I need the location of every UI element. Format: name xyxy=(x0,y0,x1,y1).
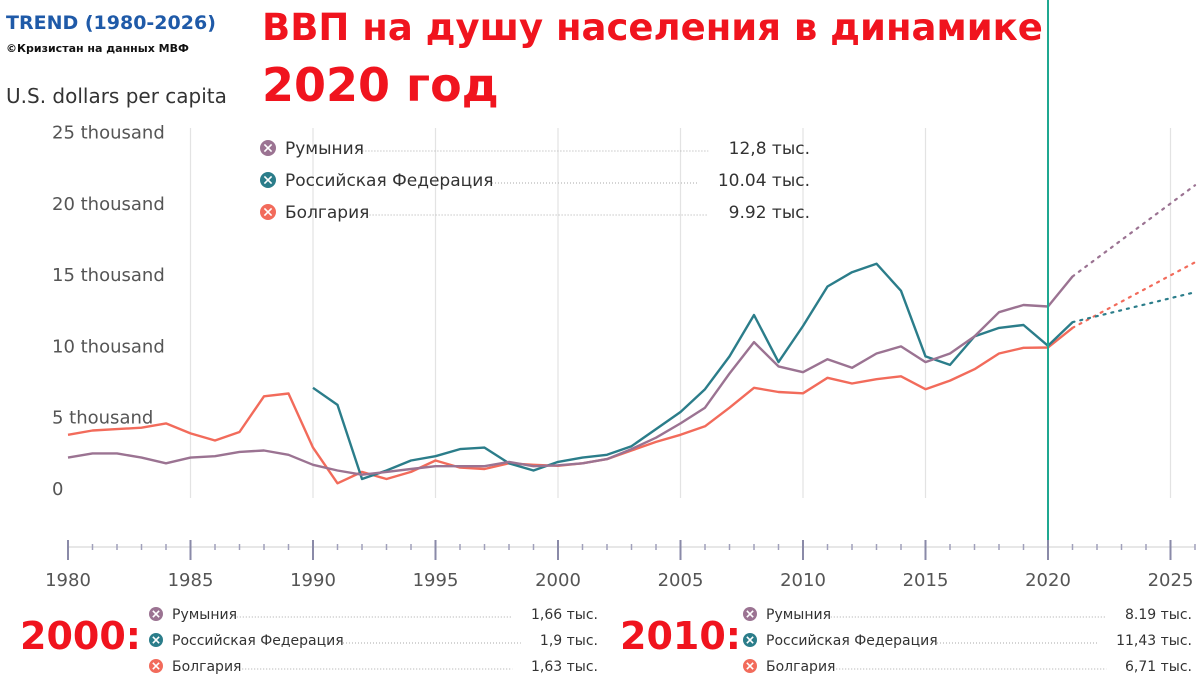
legend-2000-value: 1,63 тыс. xyxy=(531,659,598,675)
credit-line: ©Кризистан на данных МВФ xyxy=(6,42,189,55)
series-projection-russia xyxy=(1071,291,1197,324)
x-mark-icon xyxy=(152,662,160,670)
legend-2000-row-russia: Российская Федерация 1,9 тыс. xyxy=(149,633,598,649)
series-line-romania xyxy=(67,275,1074,476)
x-mark-icon xyxy=(263,143,273,153)
x-tick-label-1980: 1980 xyxy=(45,570,91,591)
y-axis: 0 5 thousand 10 thousand 15 thousand 20 thou… xyxy=(52,123,165,501)
x-tick-label-2015: 2015 xyxy=(903,570,949,591)
legend-2020-name: Болгария xyxy=(285,203,369,223)
legend-2020-value: 9.92 тыс. xyxy=(729,203,810,223)
legend-2020-value: 12,8 тыс. xyxy=(729,139,810,159)
headline-year: 2020 год xyxy=(262,58,499,112)
legend-2010-title: 2010: xyxy=(620,614,741,658)
x-mark-icon xyxy=(263,175,273,185)
legend-2010-value: 6,71 тыс. xyxy=(1125,659,1192,675)
y-tick-label-25000: 25 thousand xyxy=(52,123,165,144)
legend-2020-row-bulgaria: Болгария 9.92 тыс. xyxy=(260,203,810,223)
series-lines xyxy=(67,184,1197,485)
legend-2000-row-romania: Румыния 1,66 тыс. xyxy=(149,607,598,623)
y-tick-label-5000: 5 thousand xyxy=(52,408,153,429)
y-tick-label-15000: 15 thousand xyxy=(52,265,165,286)
legend-2010-value: 8.19 тыс. xyxy=(1125,607,1192,623)
y-unit-label: U.S. dollars per capita xyxy=(6,84,227,108)
x-tick-label-2010: 2010 xyxy=(780,570,826,591)
legend-2000-value: 1,66 тыс. xyxy=(531,607,598,623)
x-mark-icon xyxy=(746,610,754,618)
legend-2020-name: Российская Федерация xyxy=(285,171,493,191)
legend-2020-row-romania: Румыния 12,8 тыс. xyxy=(260,139,810,159)
x-mark-icon xyxy=(746,662,754,670)
x-tick-label-2025: 2025 xyxy=(1148,570,1194,591)
legend-2000-value: 1,9 тыс. xyxy=(540,633,598,649)
x-tick-label-1995: 1995 xyxy=(413,570,459,591)
x-tick-label-1985: 1985 xyxy=(168,570,214,591)
legend-2010-row-bulgaria: Болгария 6,71 тыс. xyxy=(743,659,1192,675)
legend-2020-row-russia: Российская Федерация 10.04 тыс. xyxy=(260,171,810,191)
x-tick-label-2000: 2000 xyxy=(535,570,581,591)
legend-2020-name: Румыния xyxy=(285,139,364,159)
legend-2010-row-romania: Румыния 8.19 тыс. xyxy=(743,607,1192,623)
x-axis: 1980 1985 1990 1995 2000 2005 2010 2015 2020 2025 xyxy=(45,540,1196,591)
y-tick-label-0: 0 xyxy=(52,479,63,500)
legend-2010-name: Российская Федерация xyxy=(766,633,938,649)
x-mark-icon xyxy=(263,207,273,217)
legend-2000-name: Российская Федерация xyxy=(172,633,344,649)
legend-2000-title: 2000: xyxy=(20,614,141,658)
y-tick-label-10000: 10 thousand xyxy=(52,336,165,357)
y-tick-label-20000: 20 thousand xyxy=(52,194,165,215)
legend-2000-name: Болгария xyxy=(172,659,241,675)
x-tick-label-2020: 2020 xyxy=(1025,570,1071,591)
x-mark-icon xyxy=(152,636,160,644)
legend-2020-value: 10.04 тыс. xyxy=(718,171,810,191)
headline: ВВП на душу населения в динамике xyxy=(262,6,1043,49)
series-projection-romania xyxy=(1071,184,1197,278)
trend-title: TREND (1980-2026) xyxy=(6,12,216,34)
x-tick-label-1990: 1990 xyxy=(290,570,336,591)
legend-2000-name: Румыния xyxy=(172,607,237,623)
x-tick-label-2005: 2005 xyxy=(658,570,704,591)
legends: Румыния 12,8 тыс. Российская Федерация 10.0… xyxy=(149,139,1192,675)
legend-2010-name: Румыния xyxy=(766,607,831,623)
legend-2000-row-bulgaria: Болгария 1,63 тыс. xyxy=(149,659,598,675)
grid-lines xyxy=(189,128,1172,498)
legend-2010-value: 11,43 тыс. xyxy=(1116,633,1192,649)
series-projection-bulgaria xyxy=(1071,261,1197,329)
x-mark-icon xyxy=(746,636,754,644)
legend-2010-name: Болгария xyxy=(766,659,835,675)
series-line-russia xyxy=(312,262,1074,481)
x-mark-icon xyxy=(152,610,160,618)
legend-2010-row-russia: Российская Федерация 11,43 тыс. xyxy=(743,633,1192,649)
